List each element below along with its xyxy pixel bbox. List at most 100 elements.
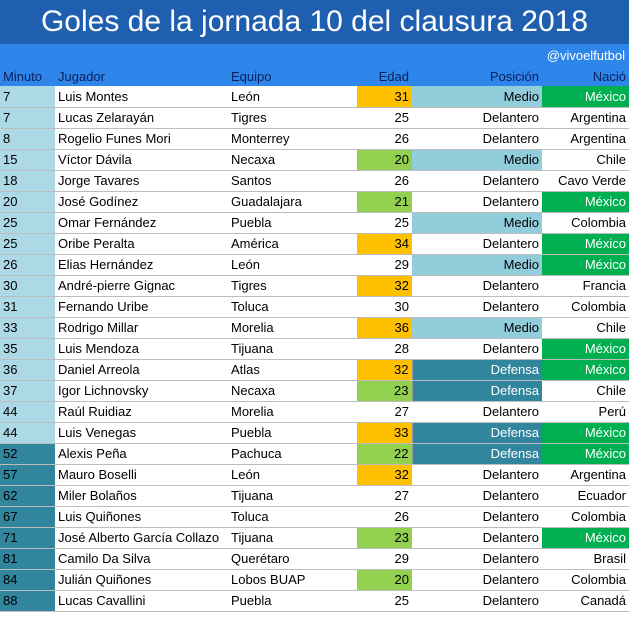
- cell-equipo: León: [228, 464, 357, 486]
- cell-jugador: Julián Quiñones: [55, 569, 228, 591]
- cell-posicion: Delantero: [412, 485, 542, 507]
- table-row: 7 Lucas Zelarayán Tigres 25 Delantero Argenti…: [0, 107, 629, 129]
- cell-equipo: Querétaro: [228, 548, 357, 570]
- cell-minuto: 35: [0, 338, 55, 360]
- cell-equipo: Tijuana: [228, 338, 357, 360]
- cell-posicion: Defensa: [411, 422, 542, 444]
- cell-posicion: Delantero: [412, 107, 542, 129]
- cell-nacion: Brasil: [542, 548, 629, 570]
- cell-equipo: Pachuca: [228, 443, 357, 465]
- cell-jugador: Luis Mendoza: [55, 338, 228, 360]
- cell-nacion: Chile: [542, 317, 629, 339]
- cell-minuto: 44: [0, 422, 55, 444]
- table-row: 57 Mauro Boselli León 32 Delantero Argentina: [0, 464, 629, 486]
- cell-edad: 26: [357, 170, 412, 192]
- cell-nacion: Colombia: [542, 296, 629, 318]
- cell-nacion: Argentina: [542, 464, 629, 486]
- cell-equipo: Necaxa: [228, 149, 357, 171]
- table-row: 33 Rodrigo Millar Morelia 36 Medio Chile: [0, 317, 629, 339]
- cell-nacion: México: [542, 359, 629, 381]
- cell-jugador: Igor Lichnovsky: [55, 380, 228, 402]
- cell-posicion: Delantero: [412, 548, 542, 570]
- cell-jugador: Lucas Zelarayán: [55, 107, 228, 129]
- cell-jugador: Luis Venegas: [55, 422, 228, 444]
- cell-nacion: Francia: [542, 275, 629, 297]
- table-row: 37 Igor Lichnovsky Necaxa 23 Defensa Chile: [0, 380, 629, 402]
- page-title: Goles de la jornada 10 del clausura 2018: [40, 5, 589, 38]
- cell-posicion: Delantero: [412, 191, 542, 213]
- cell-minuto: 8: [0, 128, 55, 150]
- cell-nacion: México: [542, 254, 629, 276]
- cell-nacion: México: [542, 338, 629, 360]
- cell-minuto: 57: [0, 464, 55, 486]
- cell-posicion: Delantero: [412, 401, 542, 423]
- cell-jugador: Miler Bolaños: [55, 485, 228, 507]
- cell-nacion: México: [542, 443, 629, 465]
- cell-nacion: Chile: [542, 380, 629, 402]
- cell-edad: 20: [357, 569, 412, 591]
- cell-jugador: Omar Fernández: [55, 212, 228, 234]
- table-row: 52 Alexis Peña Pachuca 22 Defensa México: [0, 443, 629, 465]
- table-row: 25 Oribe Peralta América 34 Delantero México: [0, 233, 629, 255]
- cell-edad: 26: [357, 128, 412, 150]
- cell-minuto: 36: [0, 359, 55, 381]
- cell-edad: 20: [357, 149, 412, 171]
- cell-nacion: Argentina: [542, 107, 629, 129]
- cell-edad: 33: [357, 422, 412, 444]
- table-row: 67 Luis Quiñones Toluca 26 Delantero Colombia: [0, 506, 629, 528]
- cell-edad: 25: [357, 107, 412, 129]
- cell-jugador: André-pierre Gignac: [55, 275, 228, 297]
- header-edad: Edad: [357, 66, 412, 86]
- cell-minuto: 67: [0, 506, 55, 528]
- cell-nacion: México: [542, 422, 629, 444]
- cell-posicion: Medio: [412, 254, 542, 276]
- cell-nacion: Argentina: [542, 128, 629, 150]
- cell-edad: 28: [357, 338, 412, 360]
- cell-nacion: Cavo Verde: [542, 170, 629, 192]
- table-row: 30 André-pierre Gignac Tigres 32 Delantero Fr…: [0, 275, 629, 297]
- cell-equipo: León: [228, 86, 357, 108]
- cell-edad: 25: [357, 590, 412, 612]
- cell-equipo: Lobos BUAP: [228, 569, 357, 591]
- cell-edad: 32: [357, 464, 412, 486]
- cell-jugador: Luis Montes: [55, 86, 228, 108]
- cell-equipo: Guadalajara: [228, 191, 357, 213]
- cell-nacion: Ecuador: [542, 485, 629, 507]
- cell-jugador: Mauro Boselli: [55, 464, 228, 486]
- table-row: 18 Jorge Tavares Santos 26 Delantero Cavo Ver…: [0, 170, 629, 192]
- goals-table: Minuto Jugador Equipo Edad Posición Naci…: [0, 66, 629, 612]
- header-equipo: Equipo: [228, 66, 357, 86]
- cell-posicion: Delantero: [412, 338, 542, 360]
- table-row: 15 Víctor Dávila Necaxa 20 Medio Chile: [0, 149, 629, 171]
- cell-nacion: Chile: [542, 149, 629, 171]
- cell-edad: 22: [357, 443, 412, 465]
- cell-edad: 21: [357, 191, 412, 213]
- cell-jugador: Rogelio Funes Mori: [55, 128, 228, 150]
- cell-jugador: Raúl Ruidiaz: [55, 401, 228, 423]
- cell-equipo: Necaxa: [228, 380, 357, 402]
- table-row: 84 Julián Quiñones Lobos BUAP 20 Delantero Co…: [0, 569, 629, 591]
- cell-edad: 27: [357, 401, 412, 423]
- cell-equipo: Toluca: [228, 506, 357, 528]
- cell-minuto: 71: [0, 527, 55, 549]
- cell-minuto: 88: [0, 590, 55, 612]
- cell-minuto: 37: [0, 380, 55, 402]
- cell-minuto: 84: [0, 569, 55, 591]
- header-minuto: Minuto: [0, 66, 55, 86]
- cell-nacion: Colombia: [542, 212, 629, 234]
- cell-jugador: José Alberto García Collazo: [55, 527, 228, 549]
- cell-posicion: Delantero: [412, 590, 542, 612]
- cell-minuto: 81: [0, 548, 55, 570]
- cell-posicion: Delantero: [412, 569, 542, 591]
- credit-bar: @vivoelfutbol: [0, 44, 629, 66]
- cell-minuto: 52: [0, 443, 55, 465]
- cell-jugador: Rodrigo Millar: [55, 317, 228, 339]
- table-row: 25 Omar Fernández Puebla 25 Medio Colombia: [0, 212, 629, 234]
- cell-jugador: Oribe Peralta: [55, 233, 228, 255]
- header-nacion: Nació: [542, 66, 629, 86]
- cell-edad: 31: [357, 86, 412, 108]
- cell-jugador: Fernando Uribe: [55, 296, 228, 318]
- cell-edad: 23: [357, 527, 412, 549]
- cell-posicion: Delantero: [412, 506, 542, 528]
- cell-equipo: Santos: [228, 170, 357, 192]
